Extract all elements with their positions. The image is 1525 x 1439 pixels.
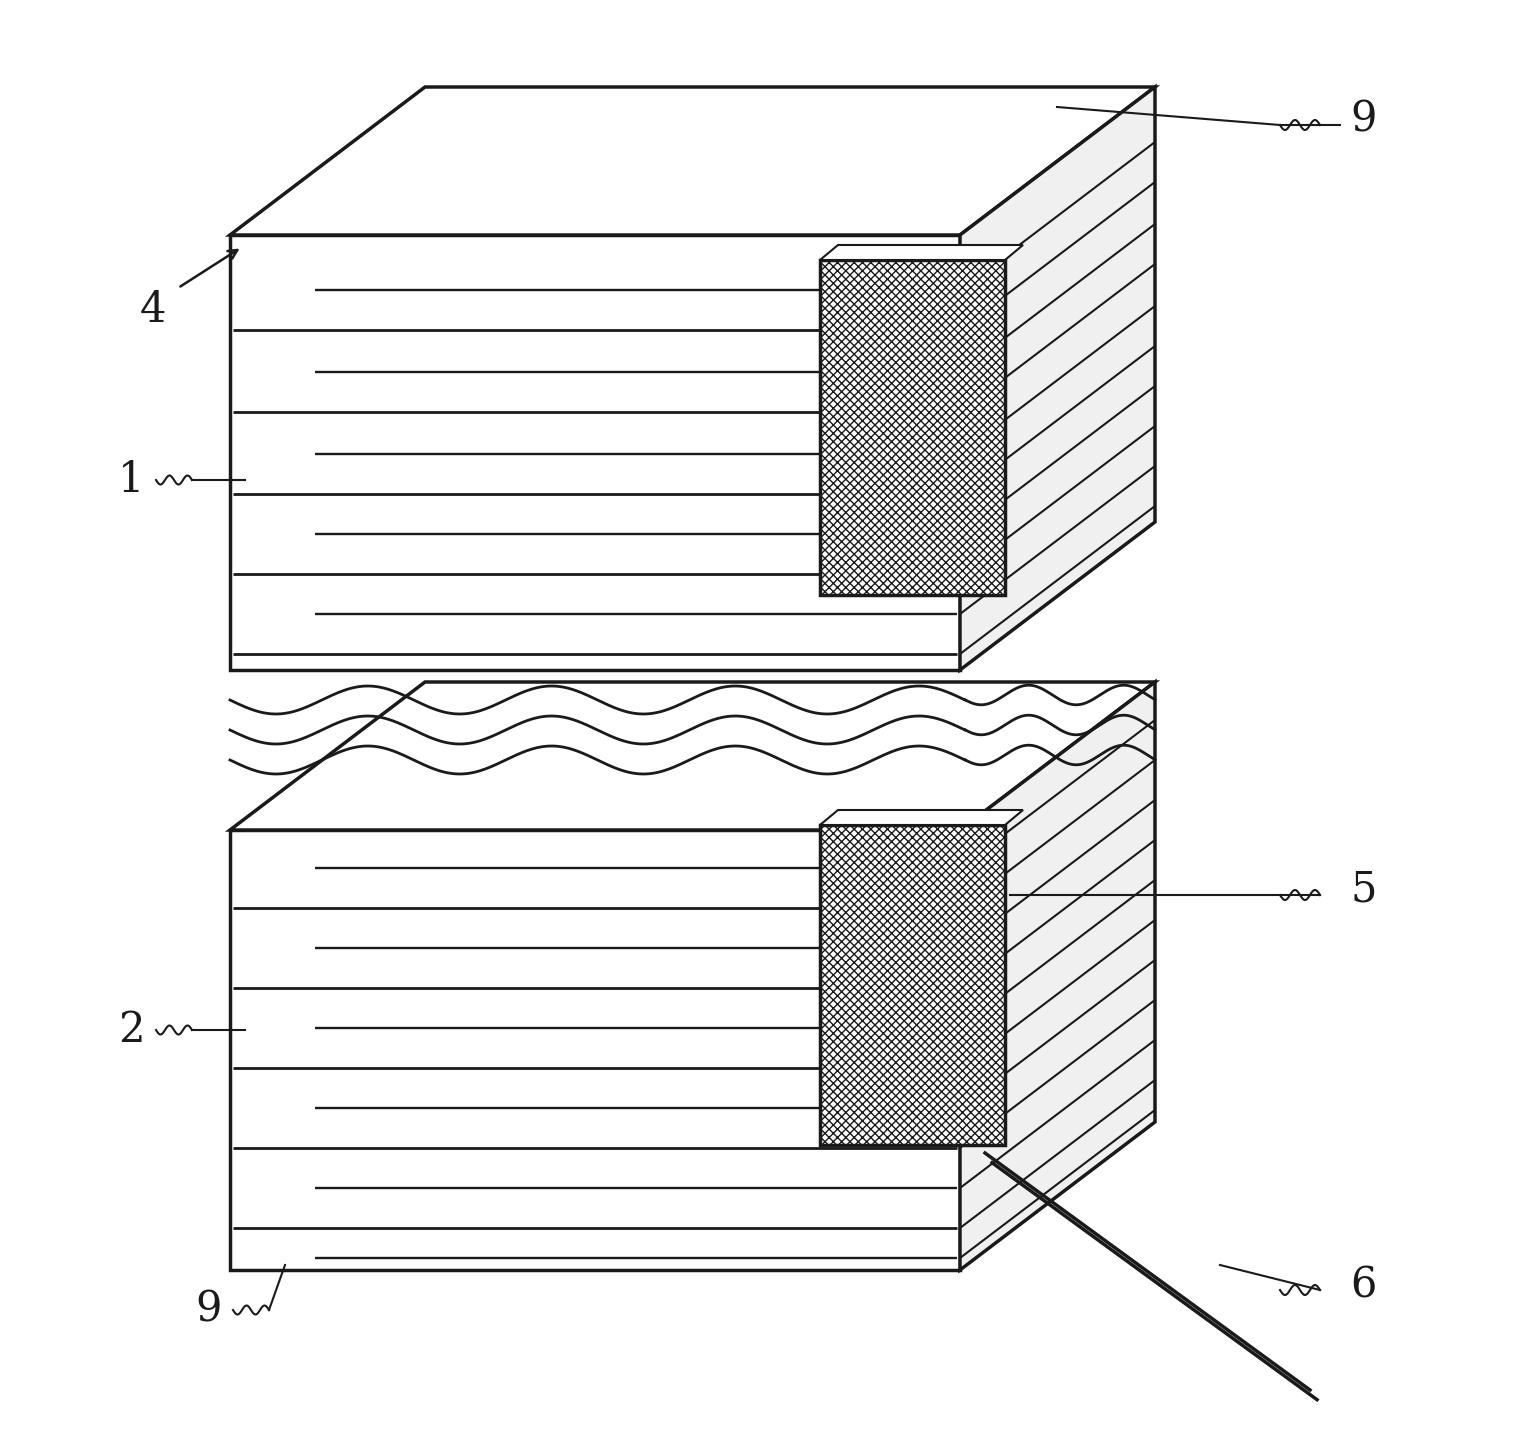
- Text: 1: 1: [117, 459, 145, 501]
- Text: 5: 5: [1350, 869, 1377, 911]
- Polygon shape: [230, 830, 961, 1271]
- Polygon shape: [230, 682, 1154, 830]
- Text: 9: 9: [195, 1289, 221, 1331]
- Polygon shape: [961, 86, 1154, 671]
- Polygon shape: [820, 245, 1023, 260]
- Polygon shape: [230, 235, 961, 671]
- Text: 2: 2: [117, 1009, 145, 1050]
- Polygon shape: [820, 810, 1023, 825]
- Text: 9: 9: [1350, 99, 1377, 141]
- Polygon shape: [820, 260, 1005, 594]
- Polygon shape: [820, 825, 1005, 1145]
- Polygon shape: [230, 86, 1154, 235]
- Polygon shape: [961, 682, 1154, 1271]
- Text: 4: 4: [140, 289, 166, 331]
- Text: 6: 6: [1350, 1263, 1377, 1307]
